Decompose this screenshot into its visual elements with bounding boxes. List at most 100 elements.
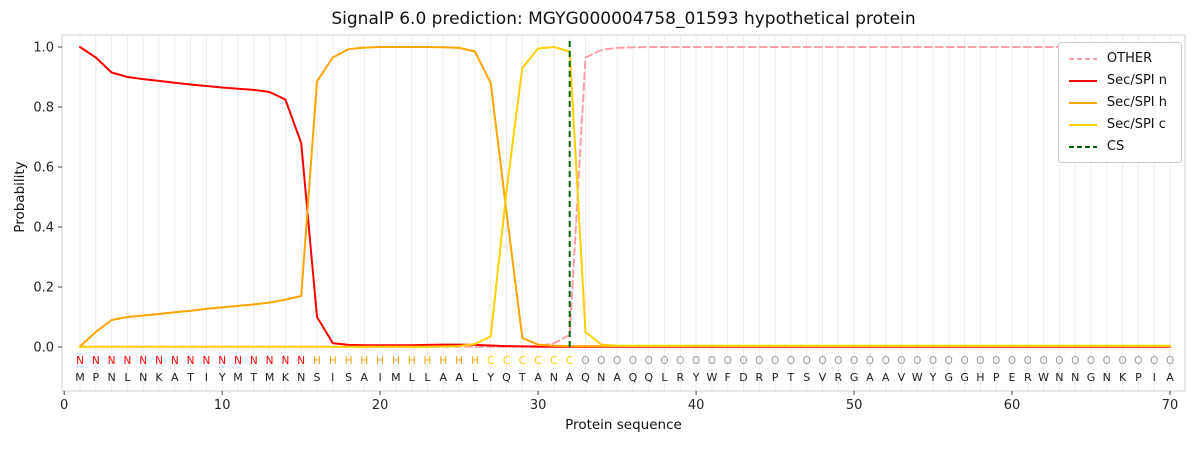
sequence-letter: K bbox=[1119, 371, 1127, 384]
region-label: O bbox=[803, 355, 811, 367]
sequence-letter: T bbox=[787, 371, 795, 384]
sequence-letter: W bbox=[706, 371, 717, 384]
region-label: N bbox=[171, 355, 179, 367]
region-label: H bbox=[471, 355, 479, 367]
region-label: O bbox=[1150, 355, 1158, 367]
region-label: N bbox=[202, 355, 210, 367]
region-label: H bbox=[408, 355, 416, 367]
region-label: O bbox=[1008, 355, 1016, 367]
region-label: O bbox=[929, 355, 937, 367]
region-label: O bbox=[629, 355, 637, 367]
sequence-letter: N bbox=[1055, 371, 1063, 384]
legend-entry: Sec/SPI n bbox=[1068, 73, 1167, 88]
sequence-letter: L bbox=[424, 371, 431, 384]
series-line-other bbox=[79, 46, 1171, 348]
legend-entry: Sec/SPI c bbox=[1068, 117, 1167, 132]
series-line-sec-spi-n bbox=[79, 46, 1171, 348]
region-label: N bbox=[234, 355, 242, 367]
sequence-letter: A bbox=[455, 371, 463, 384]
region-label: N bbox=[218, 355, 226, 367]
sequence-letter: A bbox=[866, 371, 874, 384]
region-label: O bbox=[755, 355, 763, 367]
region-label: H bbox=[313, 355, 321, 367]
legend-entry: CS bbox=[1068, 139, 1167, 154]
region-label: H bbox=[439, 355, 447, 367]
sequence-letter: N bbox=[597, 371, 605, 384]
x-tick-label: 20 bbox=[372, 398, 389, 413]
sequence-letter: L bbox=[661, 371, 668, 384]
x-tick-label: 70 bbox=[1162, 398, 1179, 413]
sequence-letter: G bbox=[960, 371, 969, 384]
x-tick-label: 40 bbox=[688, 398, 705, 413]
sequence-letter: N bbox=[297, 371, 305, 384]
region-label: N bbox=[139, 355, 147, 367]
sequence-letter: A bbox=[171, 371, 179, 384]
legend-entry: Sec/SPI h bbox=[1068, 95, 1167, 110]
sequence-letter: Q bbox=[502, 371, 511, 384]
region-label: H bbox=[424, 355, 432, 367]
sequence-letter: A bbox=[882, 371, 890, 384]
x-tick-label: 60 bbox=[1004, 398, 1021, 413]
sequence-letter: Q bbox=[581, 371, 590, 384]
sequence-letter: P bbox=[772, 371, 779, 384]
legend: OTHER Sec/SPI n Sec/SPI h Sec/SPI c CS bbox=[1057, 42, 1182, 163]
region-label: N bbox=[266, 355, 274, 367]
region-label: O bbox=[1071, 355, 1079, 367]
sequence-letter: N bbox=[139, 371, 147, 384]
region-label: O bbox=[834, 355, 842, 367]
region-label: O bbox=[1024, 355, 1032, 367]
region-label: O bbox=[1055, 355, 1063, 367]
region-label: C bbox=[503, 355, 510, 367]
sequence-letter: G bbox=[1087, 371, 1096, 384]
sequence-letter: R bbox=[1024, 371, 1032, 384]
region-label: O bbox=[581, 355, 589, 367]
sequence-letter: A bbox=[1166, 371, 1174, 384]
sequence-letter: M bbox=[75, 371, 85, 384]
sequence-letter: Y bbox=[486, 371, 494, 384]
legend-label: CS bbox=[1106, 139, 1125, 154]
sequence-letter: A bbox=[361, 371, 369, 384]
region-label: N bbox=[123, 355, 131, 367]
sequence-letter: V bbox=[898, 371, 906, 384]
region-label: O bbox=[787, 355, 795, 367]
region-label: O bbox=[960, 355, 968, 367]
sequence-letter: P bbox=[993, 371, 1000, 384]
sequence-letter: W bbox=[1038, 371, 1049, 384]
sequence-letter: K bbox=[282, 371, 290, 384]
region-label: O bbox=[660, 355, 668, 367]
sequence-letter: A bbox=[566, 371, 574, 384]
sequence-letter: R bbox=[755, 371, 763, 384]
series-line-sec-spi-c bbox=[79, 46, 1171, 348]
region-label: H bbox=[345, 355, 353, 367]
sequence-letter: I bbox=[378, 371, 381, 384]
sequence-letter: L bbox=[124, 371, 131, 384]
sequence-letter: D bbox=[739, 371, 747, 384]
sequence-letter: R bbox=[676, 371, 684, 384]
region-label: H bbox=[329, 355, 337, 367]
region-label: N bbox=[155, 355, 163, 367]
legend-label: Sec/SPI n bbox=[1106, 73, 1167, 88]
sequence-letter: I bbox=[205, 371, 208, 384]
region-label: H bbox=[455, 355, 463, 367]
region-label: O bbox=[692, 355, 700, 367]
plot-border bbox=[61, 34, 1186, 392]
series-line-sec-spi-h bbox=[79, 46, 1171, 348]
chart-title: SignalP 6.0 prediction: MGYG000004758_01… bbox=[331, 9, 916, 29]
legend-line-sample bbox=[1068, 123, 1097, 126]
sequence-letter: Q bbox=[644, 371, 653, 384]
region-label: O bbox=[597, 355, 605, 367]
sequence-letter: S bbox=[803, 371, 810, 384]
y-tick-label: 0.0 bbox=[33, 341, 54, 356]
y-tick-label: 0.4 bbox=[33, 221, 54, 236]
sequence-letter: F bbox=[725, 371, 731, 384]
sequence-letter: N bbox=[1071, 371, 1079, 384]
y-axis-label: Probability bbox=[12, 161, 28, 233]
sequence-letter: N bbox=[1103, 371, 1111, 384]
sequence-letter: G bbox=[945, 371, 954, 384]
legend-line-sample bbox=[1068, 79, 1097, 82]
y-tick-label: 0.8 bbox=[33, 101, 54, 116]
region-label: O bbox=[913, 355, 921, 367]
sequence-letter: I bbox=[331, 371, 334, 384]
sequence-letter: P bbox=[1135, 371, 1142, 384]
sequence-letter: Q bbox=[629, 371, 638, 384]
